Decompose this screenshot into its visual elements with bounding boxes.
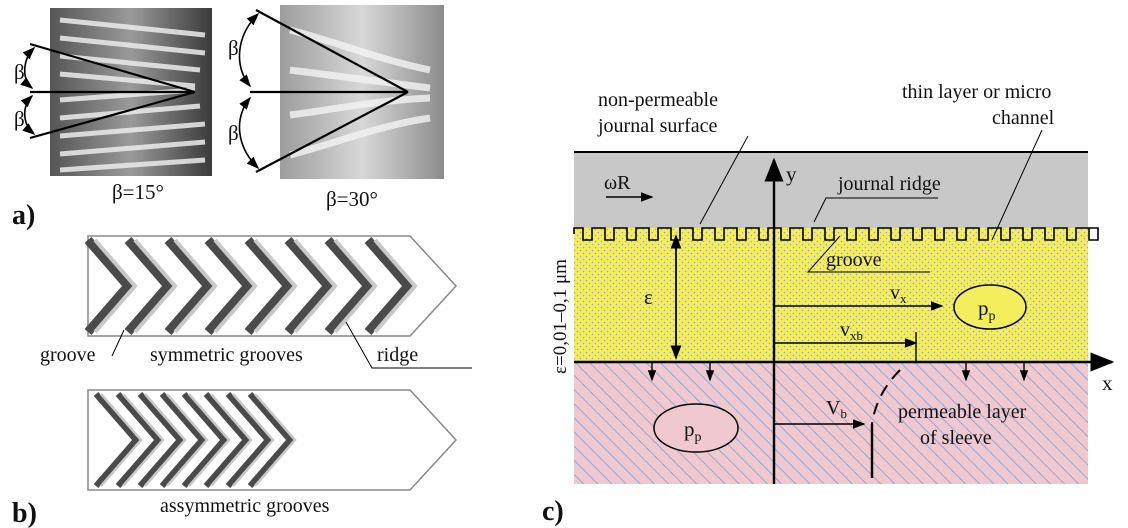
groove-chevron [333,238,378,334]
label-non-permeable: non-permeable [598,89,718,111]
beta-symbol: β [14,60,25,84]
asymmetric-grooves-band [87,389,458,491]
label-omega-r: ωR [604,172,631,194]
groove-chevron [293,238,338,334]
photo-beta-30 [238,5,444,179]
groove-chevron [93,392,140,488]
permeable-sleeve [574,362,1088,484]
label-pp-lower: pp [684,417,702,445]
beta-symbol: β [14,107,25,131]
panel-a-label: a) [12,200,35,231]
groove-chevron [232,393,275,487]
groove-chevron [93,238,138,334]
groove-chevron [210,393,253,487]
asymmetric-chevrons [93,392,297,488]
label-groove-c: groove [826,249,882,271]
label-groove: groove [40,344,96,366]
label-permeable-layer: permeable layer [898,401,1027,423]
groove-chevron [254,393,297,487]
groove-chevron [122,393,165,487]
label-epsilon-range: ε=0,01–0,1 μm [550,259,571,374]
label-journal-ridge: journal ridge [837,173,941,195]
panel-c: y x non-permeable journal surface thin l… [542,81,1115,527]
groove-chevron [324,237,374,335]
groove-chevron [244,237,294,335]
caption-beta-15: β=15° [112,180,164,204]
groove-chevron [284,237,334,335]
groove-chevron [115,392,162,488]
groove-chevron [137,392,184,488]
groove-chevron [84,237,134,335]
groove-chevron [213,238,258,334]
beta-symbol: β [228,36,239,60]
photo-beta-15 [20,8,212,176]
panel-b-label: b) [12,498,37,528]
label-thin-layer: thin layer or micro [902,81,1051,103]
groove-chevron [133,238,178,334]
groove-chevron [188,393,231,487]
seepage-arrows [647,362,1029,382]
beta-symbol: β [228,121,239,145]
pressure-bubble-sleeve [653,403,739,453]
label-vb: Vb [826,397,847,421]
groove-chevron [203,392,250,488]
label-of-sleeve: of sleeve [920,427,992,449]
journal-ridge-profile [573,227,1099,241]
groove-chevron [166,393,209,487]
groove-chevron [164,237,214,335]
label-pp-upper: pp [978,296,996,324]
symmetric-chevrons [84,237,418,335]
groove-chevron [100,393,143,487]
pressure-bubble-lubricant [953,284,1027,330]
label-asymmetric-grooves: assymmetric grooves [160,495,330,517]
label-channel: channel [992,107,1055,129]
panel-c-label: c) [542,496,564,527]
groove-chevron [373,238,418,334]
symmetric-grooves-band [84,235,458,337]
groove-chevron [181,392,228,488]
caption-beta-30: β=30° [326,187,378,211]
journal-region [574,152,1088,234]
groove-chevron [159,392,206,488]
groove-chevron [247,392,294,488]
groove-chevron [253,238,298,334]
groove-chevron [204,237,254,335]
x-axis-label: x [1102,371,1113,395]
groove-chevron [364,237,414,335]
label-epsilon: ε [644,285,653,309]
label-ridge: ridge [377,344,418,366]
groove-chevron [124,237,174,335]
groove-chevron [173,238,218,334]
label-symmetric-grooves: symmetric grooves [150,344,303,366]
panel-a: β β β β β=15° β=30° a) [12,5,444,231]
groove-chevron [144,393,187,487]
label-vx: vx [890,282,907,306]
groove-chevron [225,392,272,488]
y-axis-label: y [786,162,797,186]
label-vxb: vxb [840,319,863,343]
panel-b: groove symmetric grooves ridge assymmetr… [12,235,472,528]
label-journal-surface: journal surface [597,115,718,137]
